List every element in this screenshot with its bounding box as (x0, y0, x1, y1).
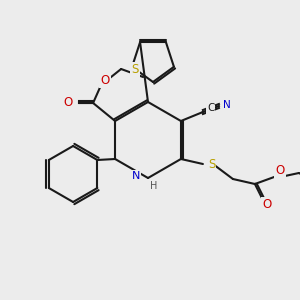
Text: O: O (64, 95, 73, 109)
Text: O: O (275, 164, 284, 178)
Text: O: O (100, 74, 110, 86)
Text: S: S (208, 158, 215, 170)
Text: O: O (262, 199, 272, 212)
Text: N: N (132, 171, 140, 181)
Text: S: S (131, 63, 139, 76)
Text: H: H (150, 181, 158, 191)
Text: N: N (223, 100, 231, 110)
Text: C: C (207, 103, 214, 113)
